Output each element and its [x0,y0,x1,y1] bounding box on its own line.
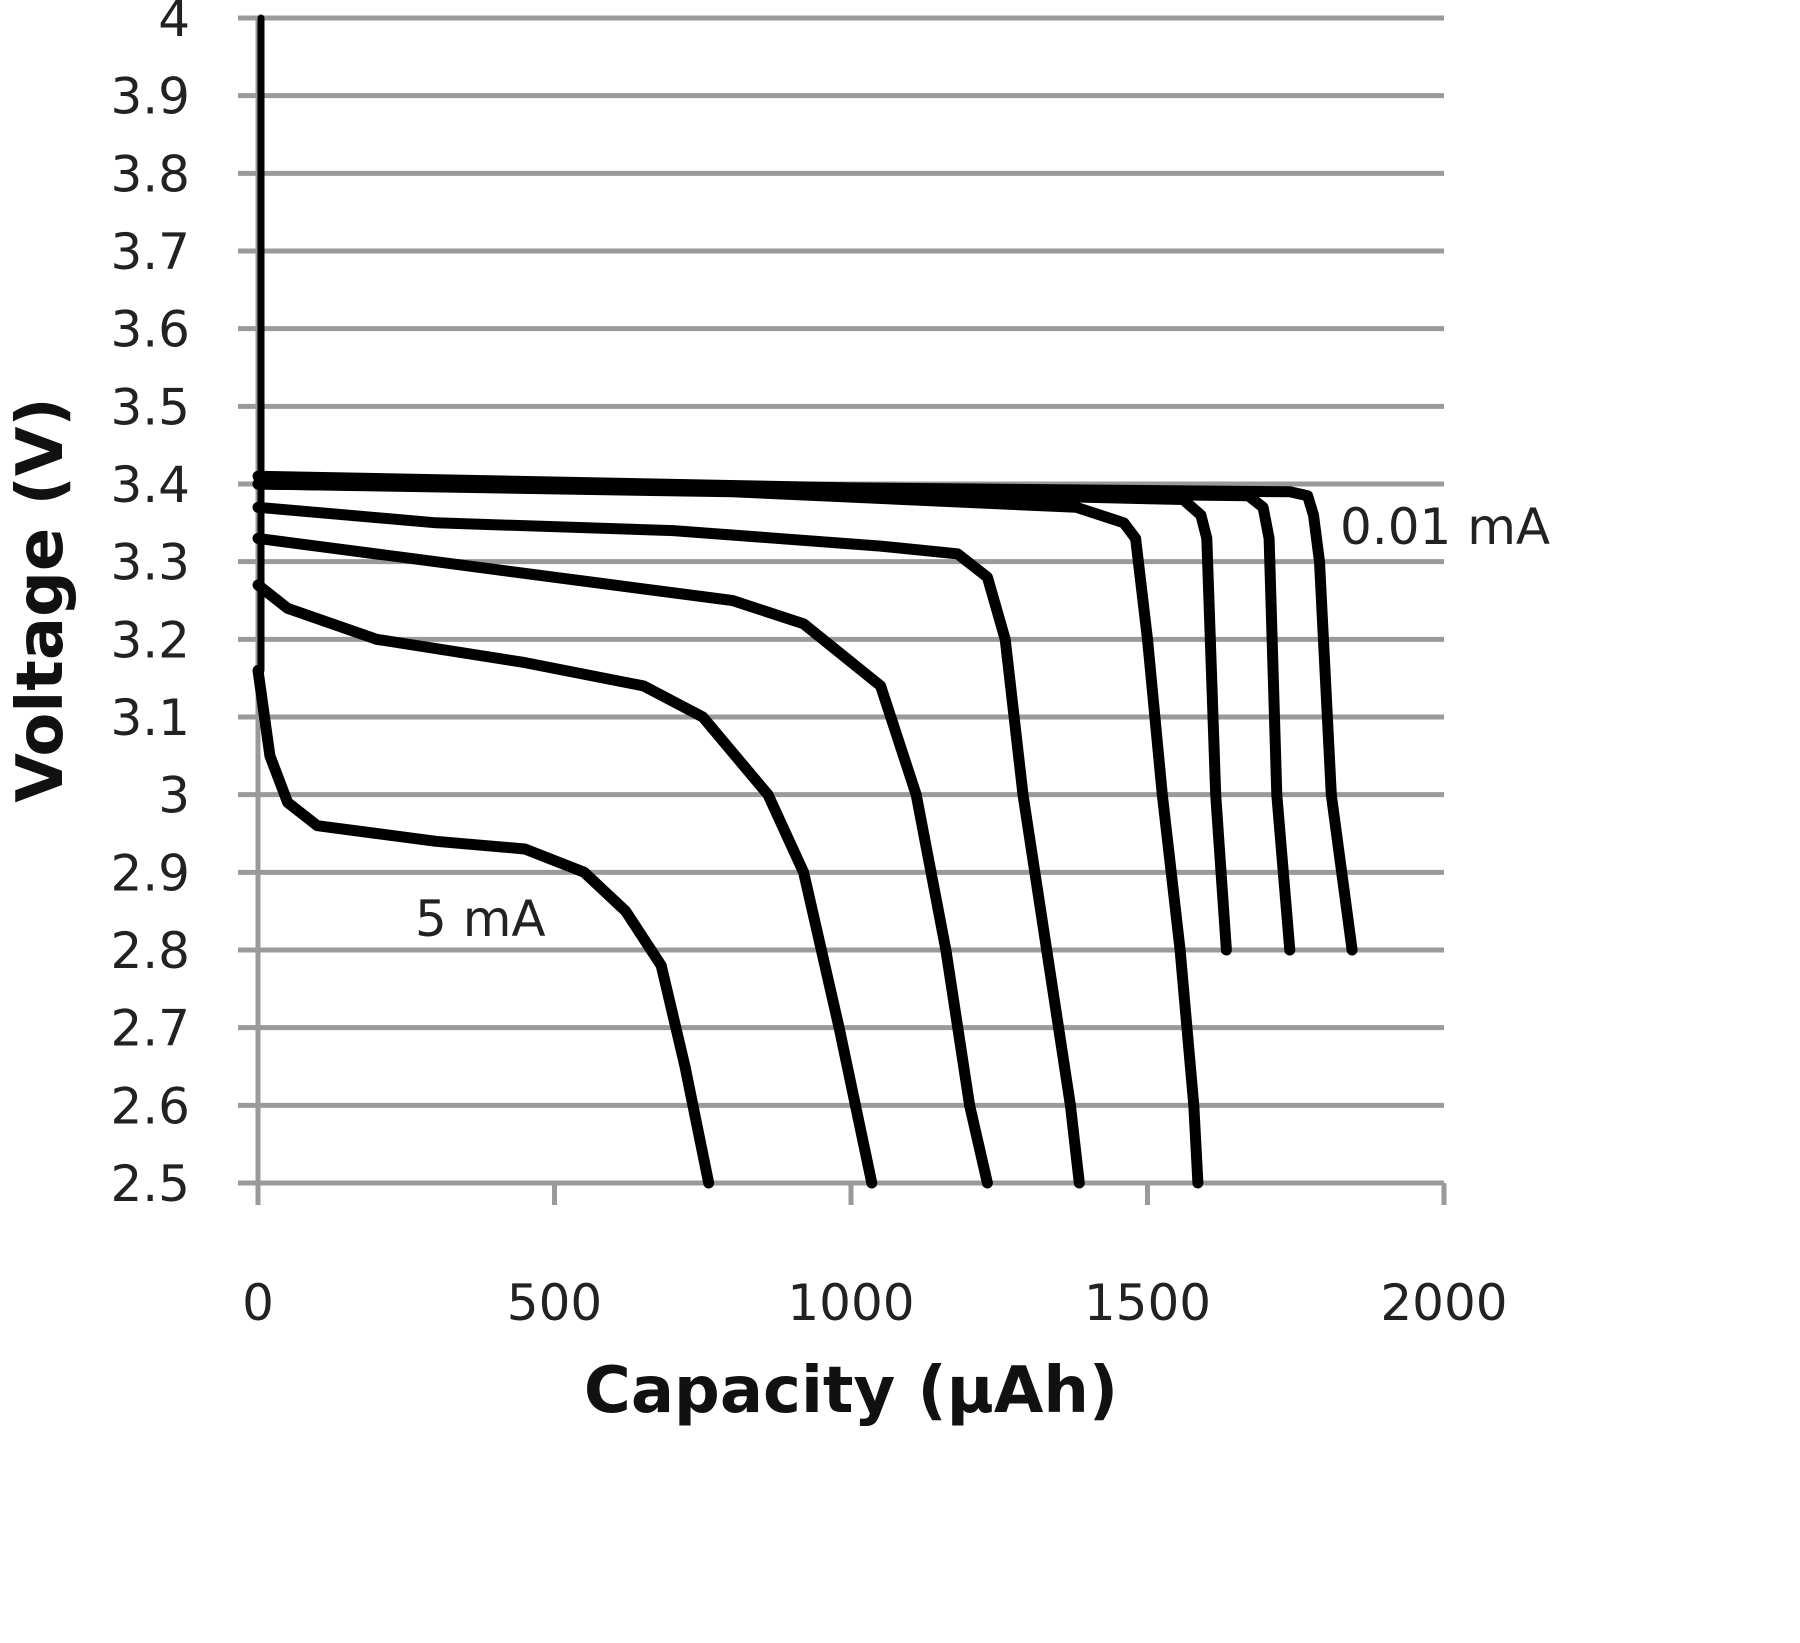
curve-5-ma [252,664,715,1189]
x-tick-label: 0 [242,1274,274,1332]
y-tick-label: 3.3 [110,534,190,592]
y-tick-label: 3.8 [110,145,190,203]
y-tick-label: 3.4 [110,456,190,514]
y-tick-label: 2.6 [110,1077,190,1135]
y-tick-labels: 4 3.9 3.8 3.7 3.6 3.5 3.4 3.3 3.2 3.1 3 2.9 2.8 2.7 2.… [110,0,190,1213]
y-tick-label: 2.9 [110,844,190,902]
curve-0-01-ma [252,470,1358,956]
annotation-5ma: 5 mA [415,890,546,948]
y-tick-label: 2.5 [110,1155,190,1213]
x-tick-label: 500 [507,1274,602,1332]
x-tick-label: 1500 [1084,1274,1211,1332]
x-axis-title: Capacity (µAh) [584,1354,1118,1428]
curve-series-5 [252,478,1204,1189]
curve-series-2 [252,579,878,1189]
x-tick-label: 2000 [1380,1274,1507,1332]
y-tick-label: 2.7 [110,1000,190,1058]
y-tick-label: 3.5 [110,378,190,436]
y-tick-label: 3 [158,767,190,825]
gridlines [238,15,1444,1186]
y-tick-label: 4 [158,0,190,48]
y-tick-label: 2.8 [110,922,190,980]
x-tick-label: 1000 [787,1274,914,1332]
discharge-curves [252,14,1358,1189]
y-tick-label: 3.9 [110,68,190,126]
annotation-001ma: 0.01 mA [1340,498,1550,556]
y-axis-title: Voltage (V) [4,397,78,802]
curve-series-4 [252,501,1085,1189]
curve-series-3 [252,532,993,1189]
y-tick-label: 3.2 [110,611,190,669]
y-tick-label: 3.1 [110,689,190,747]
y-tick-label: 3.6 [110,301,190,359]
x-tick-labels: 0 500 1000 1500 2000 [242,1274,1508,1332]
y-tick-label: 3.7 [110,223,190,281]
